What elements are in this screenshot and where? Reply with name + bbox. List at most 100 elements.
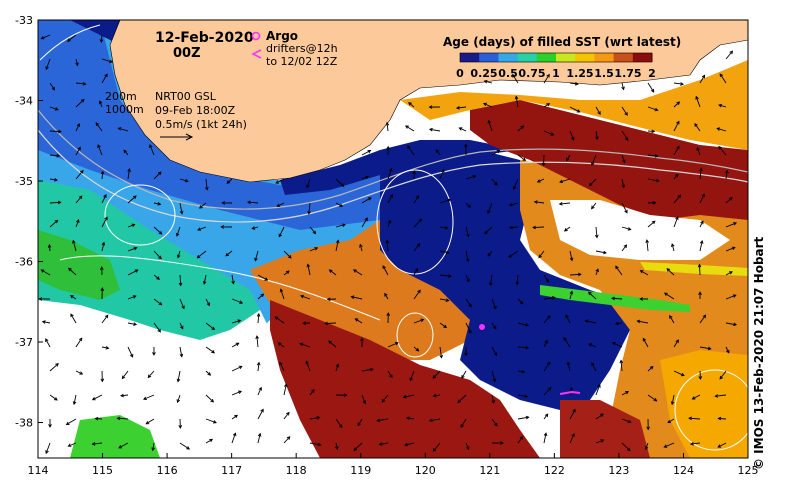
current-arrow [328,269,337,276]
current-arrow [324,321,337,326]
current-arrow [361,149,372,156]
colorbar-swatch [613,53,634,62]
current-arrow [569,290,574,300]
current-arrow [670,394,675,406]
current-arrow [149,144,155,156]
current-arrow [483,79,493,84]
current-arrow [99,34,104,43]
current-arrow [205,298,210,307]
current-arrow [127,223,136,228]
current-arrow [517,345,530,350]
current-arrow [231,342,240,348]
current-arrow [178,274,183,287]
current-arrow [621,154,626,164]
current-arrow [645,239,649,252]
current-arrow [205,370,212,376]
current-arrow [413,194,420,204]
current-arrow [231,414,239,420]
current-arrow [611,342,623,348]
current-arrow [257,386,262,396]
current-arrow [231,274,235,285]
coastline [109,20,748,183]
colorbar-swatch [556,53,576,62]
current-arrow [439,322,448,329]
current-arrow [591,154,597,166]
current-arrow [72,239,77,252]
current-arrow [75,123,81,132]
map-field [38,20,748,458]
current-arrow [591,362,597,372]
current-arrow [517,154,527,162]
current-arrow [386,312,391,324]
current-arrow [357,418,363,427]
current-arrow [413,289,421,300]
current-arrow [41,320,51,324]
current-arrow [66,34,77,42]
current-arrow [116,416,129,421]
colorbar-tick-label: 0.25 [470,67,497,80]
current-arrow [647,200,657,205]
current-arrow [508,250,519,258]
current-arrow [153,202,162,206]
current-arrow [465,322,472,334]
current-arrow [647,129,656,134]
current-arrow [465,175,477,180]
colorbar-tick-label: 0.5 [498,67,518,80]
current-arrow [487,250,493,257]
current-arrow [543,413,549,420]
current-arrow [101,194,107,204]
current-arrow [127,269,139,276]
current-arrow [382,265,389,276]
current-arrow [179,202,184,215]
current-arrow [725,222,737,228]
current-arrow [361,175,370,180]
current-arrow [639,270,649,276]
current-arrow [307,202,311,215]
current-arrow [563,226,571,232]
current-arrow [178,418,183,429]
current-arrow [569,250,574,262]
current-arrow [309,247,319,252]
current-arrow [594,226,599,239]
current-arrow [699,167,703,180]
current-arrow [376,418,389,423]
current-arrow [647,394,658,402]
current-arrow [517,369,526,374]
sst-region-amber-coast [400,60,748,150]
colorbar-swatch [517,53,538,62]
current-arrow [719,370,727,380]
current-arrow [491,178,498,186]
current-arrow [569,272,582,277]
current-arrow [695,95,701,108]
current-arrow [299,342,311,348]
current-arrow [408,102,415,108]
colorbar: 0 0.25 0.5 0.75 1 1.25 1.5 1.75 2 [456,52,656,80]
current-arrow [226,178,233,184]
current-arrow [439,298,450,302]
current-arrow [725,271,733,276]
current-arrow [699,193,705,204]
current-arrow [725,294,737,300]
colorbar-tick-label: 0 [456,67,464,80]
current-arrow [143,394,155,401]
current-arrow [615,265,623,276]
current-arrow [458,127,467,132]
current-arrow [619,359,624,372]
colorbar-tick-label: 0.75 [518,67,545,80]
sst-region-amber-southeast [660,350,748,458]
current-arrow [283,411,290,420]
current-arrow [621,130,629,141]
current-arrow [671,243,675,252]
current-arrow [99,266,104,276]
current-arrow [533,200,545,204]
current-arrow [559,178,571,184]
latitude-axis: -33 -34 -35 -36 -37 -38 [15,14,43,430]
lon-tick-label: 114 [28,464,49,477]
current-arrow [465,226,470,238]
lon-tick-label: 115 [92,464,113,477]
current-arrow [100,370,105,383]
current-arrow [647,365,654,372]
credit-line: © IMOS 13-Feb-2020 21:07 Hobart [752,236,766,470]
current-arrow [231,298,244,304]
current-arrow [514,95,519,108]
